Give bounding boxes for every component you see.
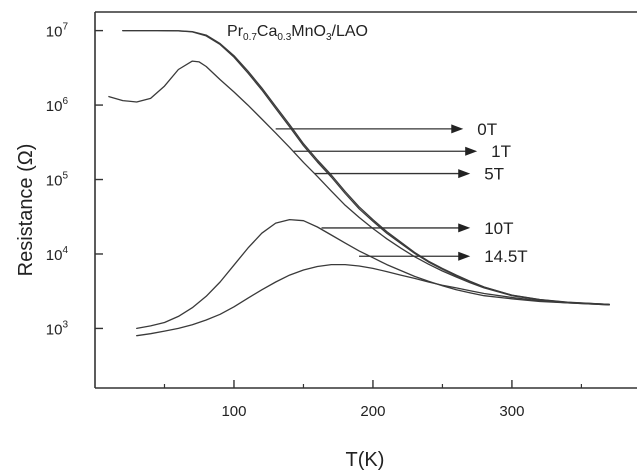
field-label: 0T	[477, 120, 497, 139]
y-tick-label: 104	[46, 245, 69, 264]
y-tick-label: 105	[46, 171, 69, 190]
y-tick-label: 106	[46, 96, 69, 115]
field-label: 5T	[484, 165, 504, 184]
field-label: 1T	[491, 142, 511, 161]
arrow-head	[465, 146, 478, 156]
y-tick-label: 103	[46, 319, 69, 338]
arrow-head	[458, 223, 471, 233]
arrow-head	[458, 169, 471, 179]
x-axis-title: T(K)	[346, 449, 385, 471]
arrow-head	[451, 124, 464, 134]
series-line-5t	[108, 60, 610, 306]
x-tick-label: 300	[499, 403, 524, 420]
x-tick-label: 100	[221, 403, 246, 420]
series-line-10t	[136, 218, 610, 330]
plot-frame	[94, 11, 637, 389]
sample-annotation: Pr0.7Ca0.3MnO3/LAO	[227, 23, 368, 43]
y-ticks: 103 104 105 106 107	[46, 22, 103, 338]
series-line-0t	[122, 29, 610, 306]
x-tick-label: 200	[360, 403, 385, 420]
arrow-layer: 0T 1T 5T 10T 14.5T	[275, 120, 528, 266]
y-axis-title: Resistance (Ω)	[15, 144, 37, 277]
y-tick-label: 107	[46, 22, 69, 41]
field-label: 14.5T	[484, 247, 527, 266]
series-layer	[108, 29, 610, 337]
series-line-14-5t	[136, 263, 610, 337]
x-ticks: 100 200 300	[163, 380, 583, 420]
field-label: 10T	[484, 219, 513, 238]
arrow-head	[458, 251, 471, 261]
series-line-1t	[122, 29, 610, 306]
